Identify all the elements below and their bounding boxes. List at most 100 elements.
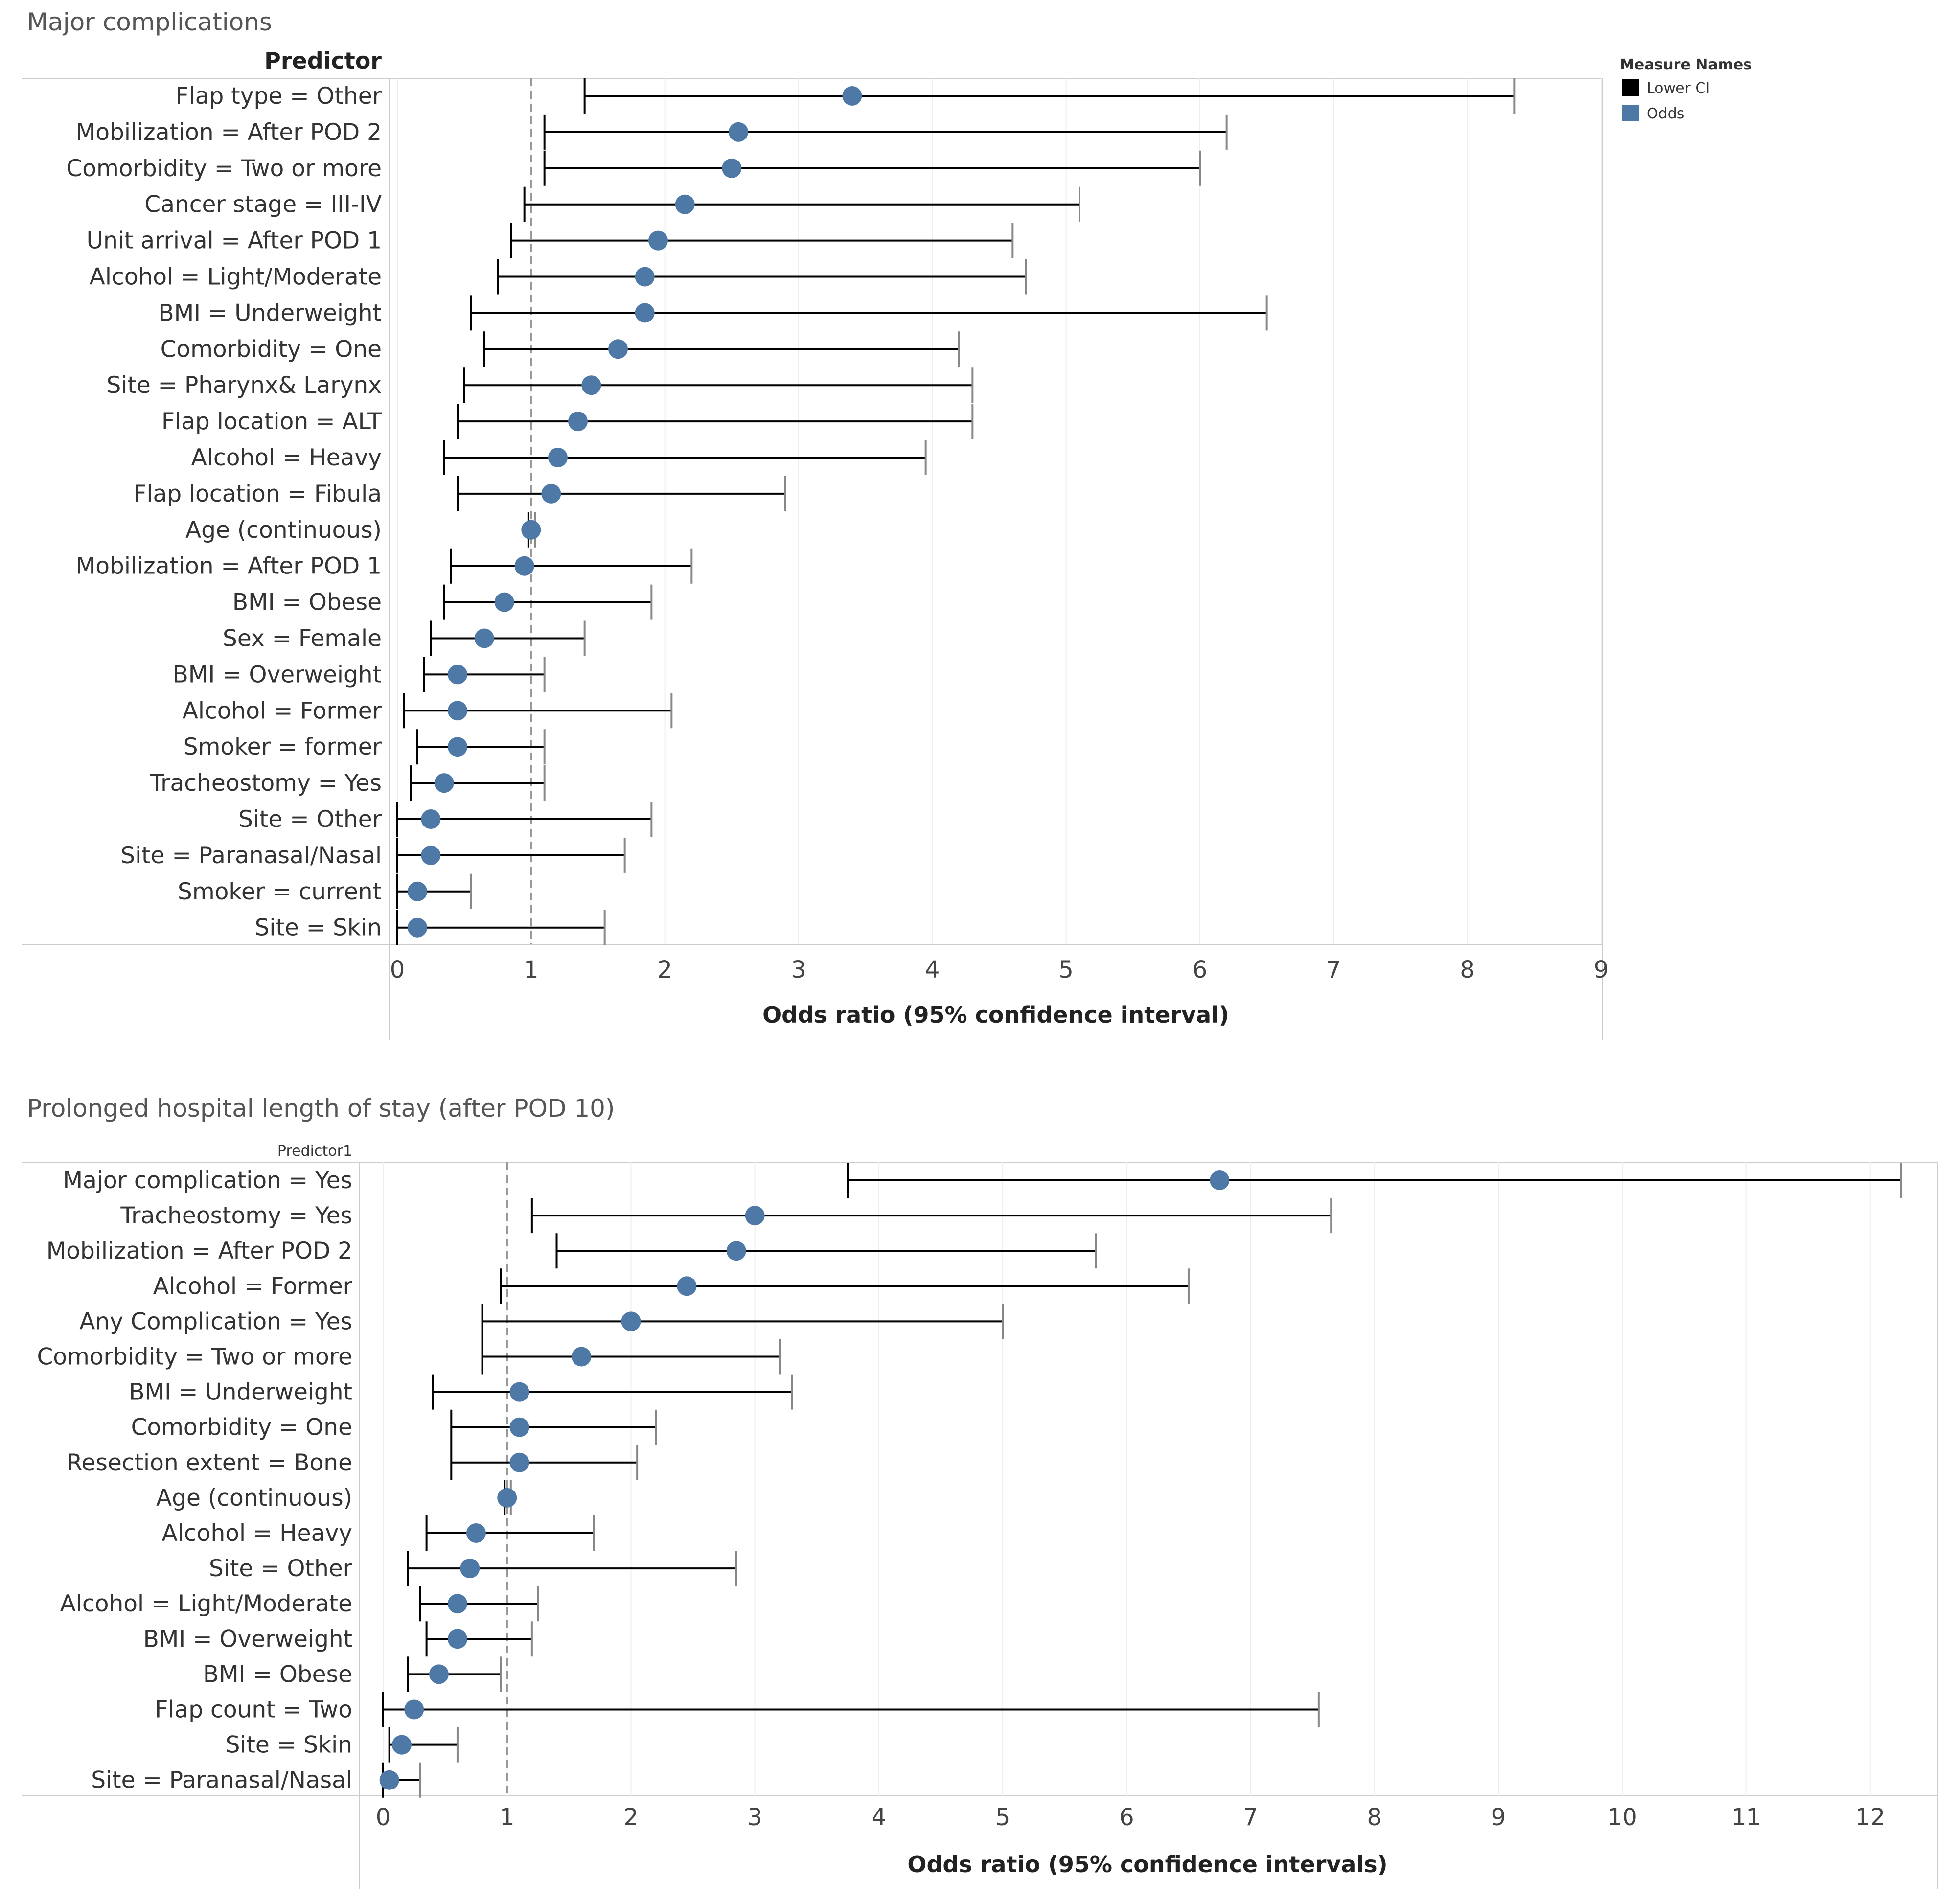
row-label: BMI = Overweight [173,661,382,688]
x-tick-label: 3 [791,956,806,984]
odds-point [842,86,862,106]
table-row: Alcohol = Former [183,693,673,729]
odds-point [635,267,655,287]
table-row: Mobilization = After POD 2 [46,1233,1097,1269]
legend-swatch-odds [1622,105,1639,121]
row-label: Smoker = former [184,734,382,760]
table-row: Site = Pharynx& Larynx [107,367,974,403]
table-row: Age (continuous) [185,512,541,548]
row-label: Site = Other [238,806,382,833]
x-tick-label: 4 [925,956,940,984]
odds-point [635,303,655,323]
row-label: Comorbidity = Two or more [37,1344,352,1371]
table-row: BMI = Obese [232,584,653,620]
x-tick-label: 11 [1731,1804,1761,1831]
row-label: Comorbidity = One [161,336,382,363]
table-row: Cancer stage = III-IV [144,186,1080,222]
row-label: Alcohol = Light/Moderate [60,1590,352,1617]
row-label: Comorbidity = One [131,1414,352,1441]
x-tick-label: 1 [524,956,539,984]
odds-point [514,556,534,576]
odds-point [466,1523,486,1543]
major-complications-chart: Major complications Predictor Flap type … [22,8,1608,1040]
table-row: Unit arrival = After POD 1 [87,223,1014,258]
table-row: Site = Skin [226,1727,459,1763]
table-row: Mobilization = After POD 2 [76,114,1228,150]
odds-point [447,1594,467,1614]
table-row: Flap location = ALT [161,404,974,439]
table-row: Smoker = former [184,729,546,765]
x-axis-ticks: 0 1 2 3 4 5 6 7 8 9 [390,956,1609,984]
odds-point [421,809,441,829]
row-label: Alcohol = Heavy [162,1520,352,1547]
row-label: Alcohol = Former [153,1273,353,1300]
x-tick-label: 5 [995,1804,1010,1831]
gridlines [22,1162,1938,1889]
odds-point [509,1382,529,1402]
x-tick-label: 6 [1193,956,1208,984]
row-label: Age (continuous) [185,517,382,544]
odds-point [494,592,514,612]
row-label: Major complication = Yes [63,1167,352,1194]
row-label: Site = Paranasal/Nasal [120,842,382,869]
x-axis-label: Odds ratio (95% confidence intervals) [907,1851,1387,1878]
legend-title: Measure Names [1620,56,1752,73]
odds-point [509,1417,529,1437]
x-tick-label: 1 [500,1804,515,1831]
gridlines [22,78,1603,1040]
legend-swatch-lower-ci [1622,79,1639,96]
x-tick-label: 7 [1326,956,1341,984]
row-label: Tracheostomy = Yes [149,770,382,797]
table-row: Tracheostomy = Yes [149,765,546,801]
row-label: BMI = Underweight [158,299,382,326]
table-row: BMI = Overweight [173,657,546,692]
row-label: Any Complication = Yes [79,1308,352,1335]
row-label: Mobilization = After POD 2 [46,1238,352,1264]
odds-point [726,1241,746,1261]
x-tick-label: 4 [872,1804,887,1831]
prolonged-stay-chart: Prolonged hospital length of stay (after… [22,1094,1938,1889]
row-label: Site = Pharynx& Larynx [107,372,382,399]
row-label: Cancer stage = III-IV [144,191,382,218]
row-label: Unit arrival = After POD 1 [87,228,382,254]
table-row: Alcohol = Light/Moderate [60,1586,539,1622]
row-label: BMI = Obese [203,1661,352,1688]
odds-point [608,339,628,359]
odds-point [404,1699,424,1720]
table-row: Age (continuous) [156,1480,517,1515]
odds-point [581,375,601,395]
odds-point [521,520,541,540]
legend: Measure Names Lower CI Odds [1620,56,1752,122]
odds-point [648,230,668,251]
table-row: Tracheostomy = Yes [120,1198,1332,1234]
table-row: Any Complication = Yes [79,1304,1004,1339]
row-label: Smoker = current [178,878,382,905]
row-label: Comorbidity = Two or more [66,155,382,182]
odds-point [434,773,454,793]
table-row: Site = Other [238,802,653,837]
table-row: Site = Skin [255,910,606,945]
row-header: Predictor [264,47,382,74]
odds-point [541,483,561,504]
odds-point [497,1488,517,1508]
x-tick-label: 2 [623,1804,639,1831]
odds-point [509,1452,529,1472]
row-label: Mobilization = After POD 2 [76,119,382,146]
x-tick-label: 10 [1608,1804,1637,1831]
x-tick-label: 9 [1491,1804,1506,1831]
table-row: Comorbidity = Two or more [37,1339,781,1375]
table-row: Mobilization = After POD 1 [76,548,693,584]
odds-point [675,194,695,214]
x-axis-ticks: 0 1 2 3 4 5 6 7 8 9 10 11 12 [376,1804,1885,1831]
x-tick-label: 8 [1367,1804,1382,1831]
table-row: BMI = Underweight [129,1374,793,1410]
odds-point [572,1347,592,1367]
rows: Flap type = Other Mobilization = After PO… [66,78,1516,945]
row-label: Flap type = Other [176,83,382,110]
rows: Major complication = Yes Tracheostomy = Y… [37,1163,1903,1798]
row-label: Flap location = ALT [161,408,382,435]
row-label: Flap location = Fibula [133,481,382,507]
row-header: Predictor1 [277,1143,352,1160]
table-row: Flap type = Other [176,78,1516,114]
odds-point [429,1664,449,1684]
